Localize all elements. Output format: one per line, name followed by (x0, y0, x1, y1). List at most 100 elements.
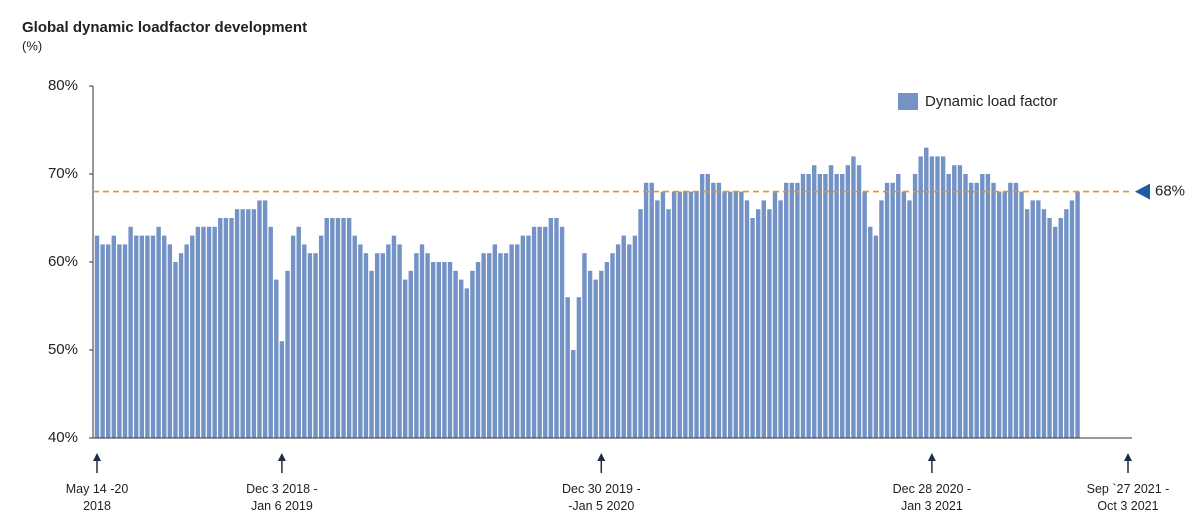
bar (548, 218, 554, 438)
bar (391, 235, 397, 438)
bar (442, 262, 447, 438)
bar (705, 174, 710, 438)
arrow-head (93, 453, 101, 461)
bar (722, 191, 727, 438)
bar (845, 165, 851, 438)
y-tick-label: 40% (48, 429, 78, 446)
bar (257, 200, 262, 438)
bar (302, 244, 307, 438)
bar (218, 218, 223, 438)
bar (223, 218, 229, 438)
label-line: Dec 30 2019 - (562, 482, 641, 496)
bar (184, 244, 189, 438)
bar (565, 297, 570, 438)
bar (346, 218, 352, 438)
bar (800, 174, 806, 438)
bar (996, 191, 1002, 438)
bar (599, 270, 604, 438)
bar (1075, 191, 1080, 438)
bar (134, 235, 139, 438)
bar (688, 191, 694, 438)
bar (1036, 200, 1041, 438)
bar (890, 182, 895, 438)
bar (470, 270, 475, 438)
arrow-head (927, 453, 936, 461)
reference-marker (1135, 183, 1150, 200)
label-line: 2018 (83, 499, 111, 513)
bar (649, 182, 654, 438)
bar (935, 156, 940, 438)
chart-subtitle: (%) (22, 38, 42, 53)
bar (694, 191, 699, 438)
bar (425, 253, 430, 438)
bar (526, 235, 531, 438)
bar (318, 235, 324, 438)
bar (812, 165, 817, 438)
bar (1002, 191, 1007, 438)
bar (840, 174, 845, 438)
bar (817, 174, 823, 438)
bar (615, 244, 621, 438)
bar (447, 262, 453, 438)
bar (369, 270, 374, 438)
bar (234, 209, 240, 438)
bar (957, 165, 963, 438)
bar (330, 218, 335, 438)
bar (772, 191, 778, 438)
bar (896, 174, 901, 438)
bar (459, 279, 464, 438)
bar (604, 262, 610, 438)
bar (593, 279, 598, 438)
bar (1064, 209, 1069, 438)
bar (677, 191, 682, 438)
bar (576, 297, 582, 438)
bar (195, 226, 201, 438)
bar (873, 235, 879, 438)
bar (229, 218, 234, 438)
bar (251, 209, 257, 438)
bar (671, 191, 677, 438)
bar (352, 235, 357, 438)
bar (436, 262, 441, 438)
bar (907, 200, 912, 438)
bar (122, 244, 128, 438)
label-line: May 14 -20 (66, 482, 129, 496)
bar (621, 235, 626, 438)
bar (531, 226, 537, 438)
legend-swatch (898, 93, 918, 110)
bar (627, 244, 632, 438)
bar (655, 200, 660, 438)
label-line: Sep `27 2021 - (1087, 482, 1170, 496)
bar (117, 244, 122, 438)
bar (262, 200, 268, 438)
bar (924, 147, 929, 438)
bar (1047, 218, 1052, 438)
bar (487, 253, 492, 438)
bar (201, 226, 206, 438)
legend-label: Dynamic load factor (925, 93, 1058, 110)
bar (1019, 191, 1024, 438)
bar (313, 253, 318, 438)
bar (755, 209, 761, 438)
bar (212, 226, 217, 438)
bar (402, 279, 408, 438)
bar (178, 253, 184, 438)
bar (767, 209, 772, 438)
bar (363, 253, 369, 438)
bar (296, 226, 301, 438)
bar (851, 156, 856, 438)
bar (699, 174, 705, 438)
bar (582, 253, 587, 438)
bar (778, 200, 783, 438)
bar (145, 235, 150, 438)
bar (464, 288, 470, 438)
bar (912, 174, 918, 438)
bar (94, 235, 100, 438)
bar (128, 226, 133, 438)
bar (571, 350, 576, 438)
y-tick-label: 70% (48, 165, 78, 182)
bar (587, 270, 593, 438)
bar (963, 174, 968, 438)
label-line: -Jan 5 2020 (568, 499, 634, 513)
bar (408, 270, 413, 438)
